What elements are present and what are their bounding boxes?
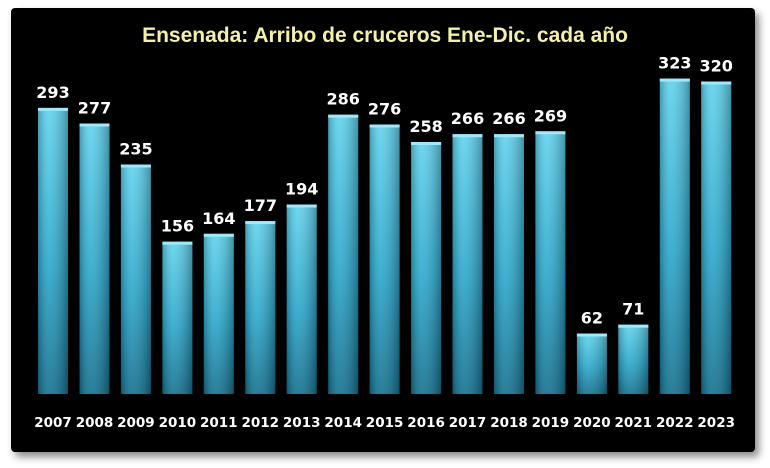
value-label-2015: 276	[368, 100, 401, 119]
bar-shade-2015	[369, 124, 400, 394]
x-tick-2012: 2012	[242, 415, 280, 431]
value-label-2013: 194	[285, 180, 318, 199]
bar-shade-2014	[328, 114, 359, 394]
bar-cap-2013	[286, 204, 317, 208]
bar-cap-2023	[701, 81, 732, 85]
bar-shade-2019	[535, 131, 566, 395]
bar-cap-2017	[452, 134, 483, 138]
bar-cap-2016	[411, 142, 442, 145]
bars-group	[38, 78, 732, 395]
bar-shade-2013	[286, 204, 317, 394]
bar-shade-2008	[79, 123, 110, 394]
bar-cap-2020	[576, 333, 607, 337]
x-tick-2020: 2020	[573, 415, 611, 431]
chart-title: Ensenada: Arribo de cruceros Ene-Dic. ca…	[142, 24, 628, 47]
x-tick-2021: 2021	[615, 415, 653, 431]
bar-cap-2007	[38, 107, 68, 111]
bar-shade-2009	[120, 164, 151, 394]
value-label-2007: 293	[36, 83, 69, 102]
x-tick-2011: 2011	[200, 415, 238, 431]
bar-cap-2009	[120, 164, 151, 168]
x-tick-2019: 2019	[532, 415, 570, 431]
value-label-2011: 164	[202, 209, 235, 228]
bar-shade-2011	[203, 233, 234, 394]
bar-shade-2020	[576, 333, 607, 394]
value-label-2008: 277	[78, 99, 111, 118]
bar-shade-2023	[701, 81, 732, 394]
value-label-2014: 286	[326, 90, 359, 109]
bar-shade-2021	[618, 324, 649, 394]
bar-cap-2015	[369, 124, 400, 128]
x-tick-2009: 2009	[117, 415, 155, 431]
bar-shade-2016	[411, 142, 442, 394]
value-label-2021: 71	[622, 300, 644, 319]
bar-cap-2019	[535, 131, 566, 135]
x-tick-2015: 2015	[366, 415, 404, 431]
value-label-2019: 269	[534, 106, 567, 125]
x-tick-2007: 2007	[34, 415, 72, 431]
x-axis-tick-labels: 2007 2008 2009 2010 2011 2012 2013 2014 2015 2016…	[34, 415, 735, 431]
bar-cap-2021	[618, 324, 649, 328]
bar-cap-2022	[659, 78, 690, 82]
bar-cap-2011	[203, 233, 234, 237]
x-tick-2013: 2013	[283, 415, 321, 431]
value-label-2010: 156	[161, 217, 194, 236]
value-label-2012: 177	[244, 196, 277, 215]
x-tick-2008: 2008	[76, 415, 114, 431]
bar-cap-2018	[494, 134, 524, 138]
value-label-2017: 266	[451, 109, 484, 128]
bar-shade-2022	[659, 78, 690, 394]
bar-cap-2008	[79, 123, 110, 127]
x-tick-2016: 2016	[407, 415, 445, 431]
bar-cap-2014	[328, 114, 359, 118]
value-label-2016: 258	[409, 117, 442, 136]
bar-shade-2018	[494, 134, 524, 394]
x-tick-2018: 2018	[490, 415, 528, 431]
bar-shade-2012	[245, 221, 276, 394]
bar-cap-2010	[162, 241, 193, 245]
value-labels-group: 293 277 235 156 164 177 194 286 276 258 266 266 269 6…	[36, 54, 733, 328]
bar-shade-2010	[162, 241, 193, 394]
value-label-2018: 266	[492, 109, 525, 128]
value-label-2009: 235	[119, 140, 152, 159]
x-tick-2014: 2014	[324, 415, 362, 431]
value-label-2023: 320	[699, 57, 732, 76]
x-tick-2010: 2010	[159, 415, 197, 431]
x-tick-2023: 2023	[697, 415, 735, 431]
x-tick-2022: 2022	[656, 415, 694, 431]
value-label-2022: 323	[658, 54, 691, 73]
bar-shade-2007	[38, 107, 68, 395]
bar-shade-2017	[452, 134, 483, 394]
x-tick-2017: 2017	[449, 415, 487, 431]
bar-cap-2012	[245, 221, 276, 225]
value-label-2020: 62	[581, 309, 603, 328]
